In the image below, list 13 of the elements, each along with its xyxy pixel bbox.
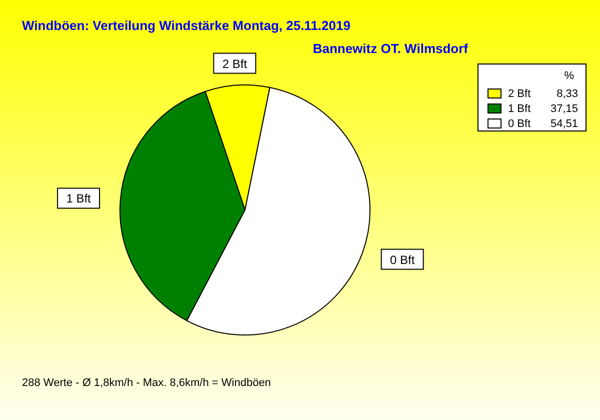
slice-label: 2 Bft: [222, 56, 248, 71]
data-label: 8,33: [556, 88, 578, 100]
data-label: 54,51: [550, 118, 578, 130]
chart-title: Windböen: Verteilung Windstärke Montag, 25.11.2019: [22, 18, 350, 33]
legend-title: %: [564, 70, 574, 82]
text: 288 Werte - Ø 1,8km/h - Max. 8,6km/h = Windböen: [22, 377, 271, 389]
legend-label: 1 Bft: [508, 103, 531, 115]
legend-label: 2 Bft: [508, 88, 531, 100]
legend-label: 0 Bft: [508, 118, 531, 130]
slice-label: 0 Bft: [390, 252, 416, 267]
chart-subtitle: Bannewitz OT. Wilmsdorf: [312, 41, 469, 56]
slice-label: 1 Bft: [66, 192, 92, 206]
data-label: 37,15: [550, 103, 578, 115]
